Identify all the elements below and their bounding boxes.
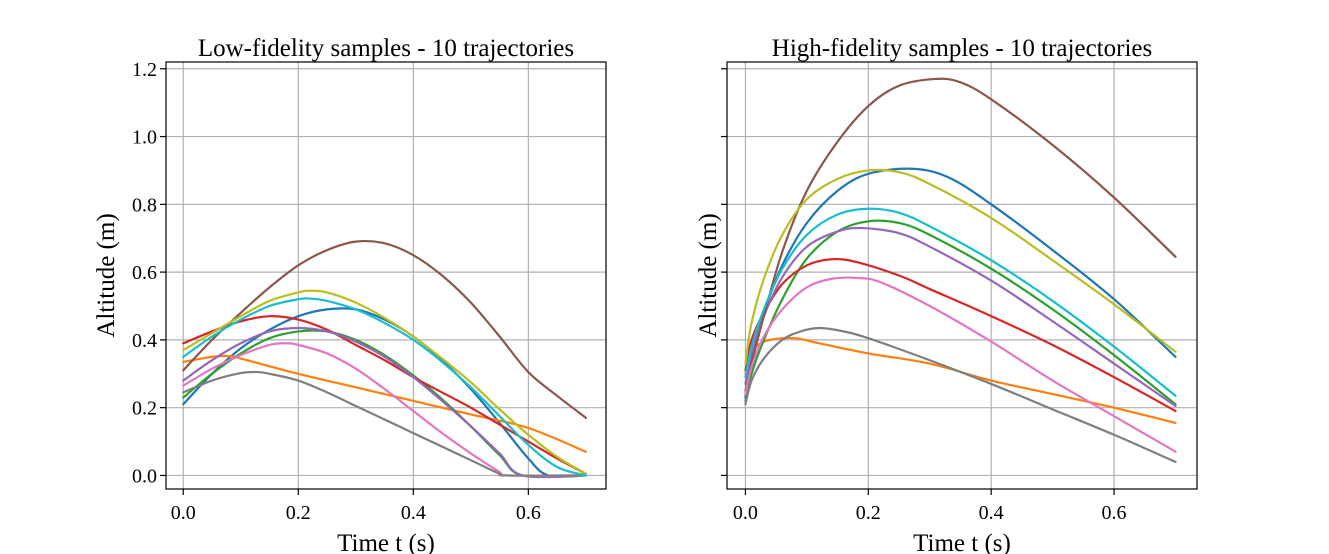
trajectory-line [744, 276, 1177, 453]
trajectory-line [182, 297, 587, 477]
trajectory-line [182, 370, 587, 477]
y-tick-label: 1.2 [132, 59, 157, 81]
trajectory-line [182, 342, 587, 477]
x-tick-label: 0.4 [401, 502, 426, 524]
y-tick-label: 1.0 [132, 127, 157, 149]
y-tick-label: 0.6 [132, 262, 157, 284]
trajectory-line [182, 289, 587, 475]
trajectory-line [744, 219, 1177, 406]
trajectory-line [182, 354, 587, 453]
trajectory-line [744, 336, 1177, 425]
x-tick-label: 0.4 [979, 502, 1004, 524]
tick-marks: 0.0 0.2 0.4 0.6 [721, 68, 1127, 524]
trajectory-lines [182, 239, 587, 479]
x-axis-label: Time t (s) [337, 530, 435, 554]
trajectory-line [182, 239, 587, 419]
trajectory-line [744, 168, 1177, 365]
y-tick-label: 0.8 [132, 194, 157, 216]
trajectory-line [744, 207, 1177, 397]
chart-title: High-fidelity samples - 10 trajectories [772, 35, 1152, 62]
axes-frame [726, 61, 1198, 490]
trajectory-line [182, 329, 587, 479]
grid-lines [727, 62, 1197, 489]
chart-title: Low-fidelity samples - 10 trajectories [198, 35, 574, 62]
high-fidelity-panel: 0.0 0.2 0.4 0.6 High-fidelity samples - 10 … [695, 35, 1198, 554]
x-tick-label: 0.2 [286, 502, 311, 524]
trajectory-line [744, 167, 1177, 399]
trajectory-line [744, 257, 1177, 413]
y-tick-label: 0.2 [132, 398, 157, 420]
x-tick-label: 0.6 [1102, 502, 1127, 524]
trajectory-line [182, 326, 587, 479]
x-tick-label: 0.6 [516, 502, 541, 524]
trajectory-line [744, 326, 1177, 463]
x-tick-label: 0.0 [733, 502, 758, 524]
y-tick-label: 0.0 [132, 465, 157, 487]
x-tick-label: 0.2 [856, 502, 881, 524]
axes-frame [165, 61, 607, 490]
x-tick-label: 0.0 [171, 502, 196, 524]
grid-lines [166, 62, 606, 489]
y-tick-label: 0.4 [132, 330, 157, 352]
trajectory-lines [744, 77, 1177, 463]
trajectory-line [744, 77, 1177, 392]
x-axis-label: Time t (s) [913, 530, 1011, 554]
tick-marks: 0.0 0.2 0.4 0.6 0.0 0.2 0.4 0.6 0.8 1.0 1.2 [132, 59, 541, 524]
y-axis-label: Altitude (m) [93, 213, 120, 337]
y-axis-label: Altitude (m) [695, 213, 722, 337]
low-fidelity-panel: 0.0 0.2 0.4 0.6 0.0 0.2 0.4 0.6 0.8 1.0 1.2 Low-fi… [93, 35, 607, 554]
trajectory-line [182, 307, 587, 478]
